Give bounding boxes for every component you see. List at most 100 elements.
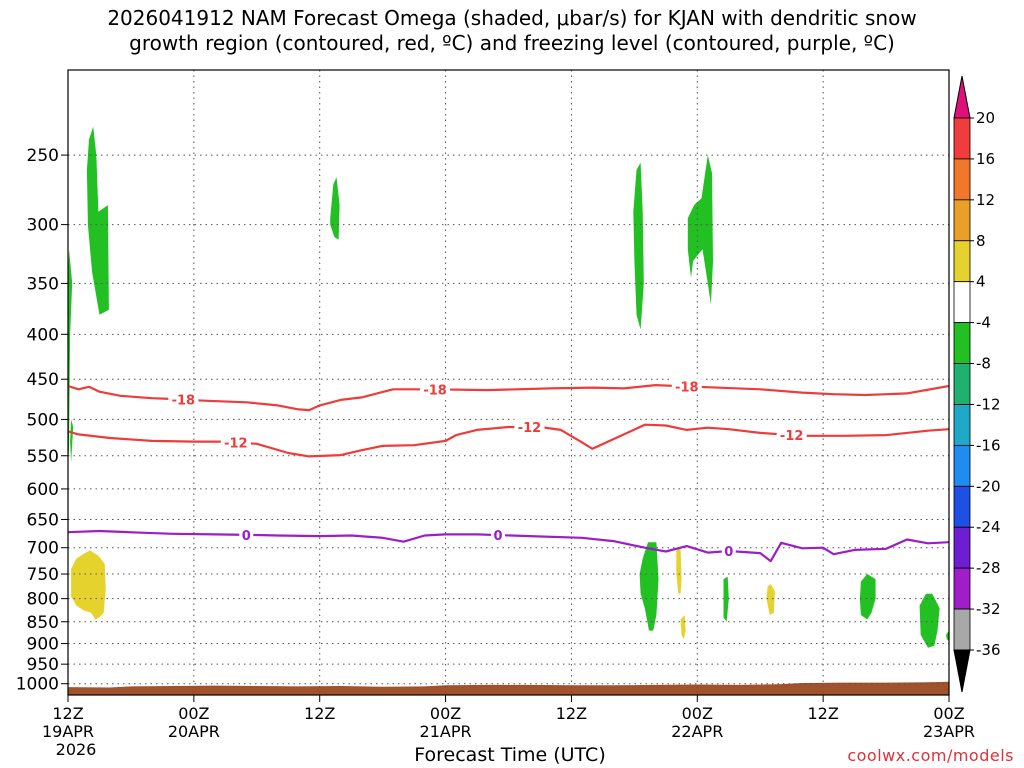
contour-label-bg	[514, 418, 545, 435]
colorbar-label: -4	[976, 314, 991, 332]
contour-label-bg	[420, 381, 451, 398]
plot-background	[68, 70, 949, 695]
contour-label: 0	[724, 545, 733, 560]
colorbar-label: 12	[976, 191, 995, 209]
colorbar-label: -16	[976, 436, 1001, 454]
colorbar-label: -12	[976, 395, 1001, 413]
colorbar-segment	[953, 363, 971, 405]
contour-label-bg	[721, 542, 736, 559]
x-tick-label: 00Z	[933, 704, 964, 723]
colorbar-segment	[953, 281, 971, 324]
colorbar-label: 16	[976, 150, 995, 168]
colorbar-segment	[953, 608, 971, 651]
x-tick-label: 12Z	[52, 704, 83, 723]
y-tick-label: 850	[27, 613, 59, 633]
omega-area-5	[687, 155, 713, 305]
contour-label: -12	[518, 421, 542, 436]
x-tick-label: 20APR	[168, 722, 220, 741]
contour-line-2	[68, 529, 949, 563]
colorbar-bottom-arrow	[953, 649, 971, 693]
x-tick-label: 19APR	[42, 722, 94, 741]
colorbar-segment	[953, 444, 971, 487]
omega-area-1	[70, 419, 74, 463]
omega-area-0	[68, 249, 73, 463]
colorbar-label: -20	[976, 477, 1001, 495]
contour-label-bg	[220, 434, 251, 451]
contour-label: -12	[780, 429, 804, 444]
colorbar-segment	[953, 485, 971, 528]
y-tick-label: 600	[27, 480, 59, 500]
plot-frame	[67, 69, 950, 696]
colorbar-label: -24	[976, 518, 1001, 536]
omega-area-3	[330, 177, 340, 240]
contour-label: 0	[242, 529, 251, 544]
contour-line-0	[68, 384, 949, 412]
omega-area-13	[680, 615, 686, 640]
omega-area-9	[919, 593, 940, 648]
contour-label: 0	[493, 529, 502, 544]
omega-area-4	[633, 162, 644, 330]
y-tick-label: 700	[27, 539, 59, 559]
colorbar-segment	[953, 158, 971, 201]
omega-area-10	[945, 630, 949, 642]
colorbar-label: 20	[976, 109, 995, 127]
x-tick-label: 00Z	[178, 704, 209, 723]
contour-label: -12	[224, 436, 248, 451]
omega-area-2	[86, 126, 109, 315]
colorbar-label: -8	[976, 355, 991, 373]
y-tick-label: 900	[27, 635, 59, 655]
omega-area-8	[859, 574, 876, 620]
y-tick-label: 250	[27, 146, 59, 166]
contour-label: -18	[675, 380, 699, 395]
y-tick-label: 750	[27, 565, 59, 585]
contour-label-bg	[776, 427, 807, 444]
x-tick-label: 23APR	[923, 722, 975, 741]
contour-label: -18	[423, 383, 447, 398]
x-tick-label: 12Z	[556, 704, 587, 723]
x-tick-label: 22APR	[671, 722, 723, 741]
colorbar-segment	[953, 404, 971, 446]
x-tick-label: 00Z	[430, 704, 461, 723]
omega-area-7	[723, 576, 729, 622]
x-tick-label: 12Z	[807, 704, 838, 723]
colorbar-segment	[953, 117, 971, 160]
x-tick-label: 12Z	[304, 704, 335, 723]
y-tick-label: 800	[27, 590, 59, 610]
y-tick-label: 350	[27, 274, 59, 294]
chart-title: 2026041912 NAM Forecast Omega (shaded, μ…	[0, 6, 1024, 56]
contour-label-bg	[491, 527, 506, 544]
x-tick-label: 00Z	[682, 704, 713, 723]
omega-area-6	[639, 542, 659, 631]
x-tick-label: 2026	[56, 740, 97, 759]
y-tick-label: 550	[27, 447, 59, 467]
x-tick-label: 21APR	[420, 722, 472, 741]
y-tick-label: 450	[27, 370, 59, 390]
contour-label-bg	[168, 391, 199, 408]
colorbar-label: 4	[976, 273, 986, 291]
contour-label-bg	[239, 526, 254, 543]
credit-link[interactable]: coolwx.com/models	[847, 746, 1014, 765]
colorbar-segment	[953, 199, 971, 242]
colorbar-label: -36	[976, 641, 1001, 659]
y-tick-label: 500	[27, 410, 59, 430]
colorbar-top-arrow	[953, 75, 971, 119]
y-tick-label: 650	[27, 510, 59, 530]
contour-label: -18	[172, 394, 196, 409]
colorbar-label: -28	[976, 559, 1001, 577]
omega-area-12	[676, 547, 682, 594]
terrain-fill	[68, 681, 949, 695]
colorbar-segment	[953, 240, 971, 283]
x-axis-label: Forecast Time (UTC)	[414, 744, 606, 766]
colorbar-segment	[953, 567, 971, 610]
omega-area-14	[766, 584, 775, 615]
y-tick-label: 300	[27, 216, 59, 236]
title-line-1: 2026041912 NAM Forecast Omega (shaded, μ…	[107, 6, 917, 30]
y-tick-label: 950	[27, 655, 59, 675]
y-tick-label: 1000	[16, 675, 59, 695]
colorbar-label: 8	[976, 232, 986, 250]
colorbar-segment	[953, 526, 971, 569]
colorbar-segment	[953, 322, 971, 364]
y-tick-label: 400	[27, 325, 59, 345]
title-line-2: growth region (contoured, red, ºC) and f…	[129, 31, 895, 55]
